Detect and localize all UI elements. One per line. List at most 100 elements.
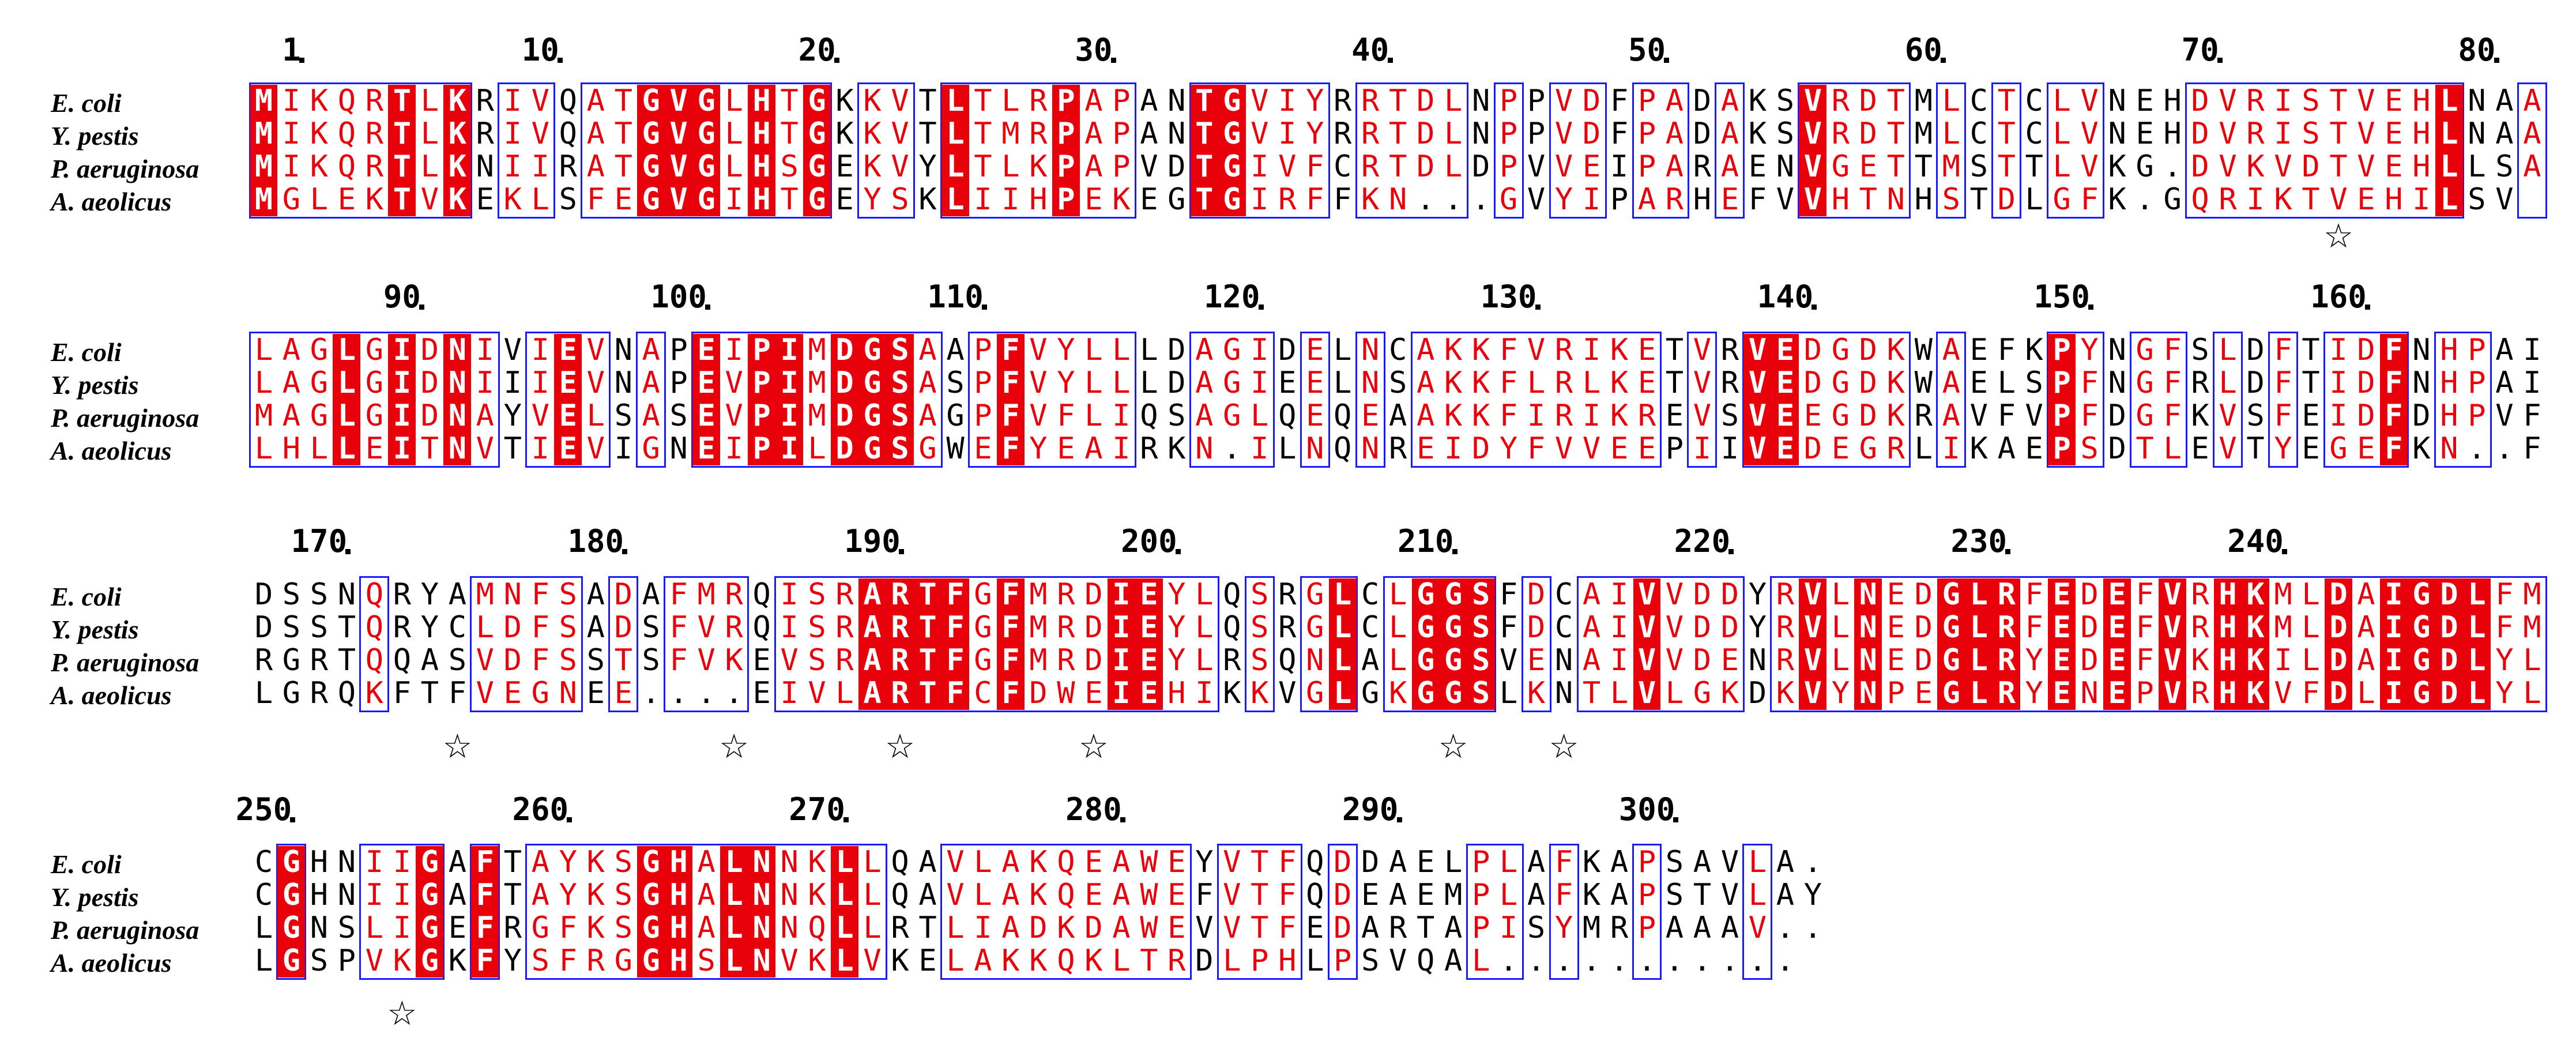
residue: R: [393, 610, 412, 645]
residue: M: [1001, 116, 1020, 151]
residue: P: [974, 399, 992, 433]
residue: L: [1112, 333, 1131, 367]
residue: N: [2108, 84, 2126, 118]
residue: F: [1554, 845, 1573, 879]
residue: V: [1799, 183, 1827, 216]
residue: E: [1140, 182, 1158, 217]
residue: L: [725, 84, 743, 118]
residue: S: [614, 399, 632, 433]
residue: F: [1057, 399, 1075, 433]
residue: A: [1720, 149, 1739, 184]
residue: A: [1665, 911, 1684, 945]
residue: D: [1168, 149, 1186, 184]
residue: V: [665, 118, 693, 151]
residue: L: [2462, 677, 2491, 710]
residue: D: [2435, 578, 2463, 611]
residue: L: [254, 911, 273, 945]
residue: I: [531, 149, 549, 184]
residue: F: [471, 879, 499, 912]
residue: K: [1084, 943, 1103, 978]
residue: T: [503, 878, 522, 912]
residue: D: [2325, 578, 2352, 611]
residue: R: [1029, 84, 1048, 118]
residue: H: [2440, 333, 2458, 367]
residue: T: [503, 431, 522, 466]
residue: A: [1389, 878, 1407, 912]
residue: R: [1610, 911, 1629, 945]
residue: T: [2136, 431, 2154, 466]
residue: R: [1914, 399, 1933, 433]
residue: A: [1527, 845, 1546, 879]
residue: L: [420, 149, 439, 184]
residue: D: [1084, 643, 1103, 678]
residue: M: [476, 577, 494, 612]
residue: F: [393, 676, 412, 711]
residue: L: [725, 116, 743, 151]
residue: V: [1743, 334, 1772, 367]
residue: D: [503, 643, 522, 678]
residue: A: [2495, 84, 2514, 118]
residue: T: [914, 677, 941, 710]
residue: D: [420, 333, 439, 367]
residue: V: [1743, 400, 1772, 433]
residue: D: [1416, 116, 1435, 151]
residue: I: [282, 149, 301, 184]
residue: T: [918, 84, 937, 118]
residue: E: [2357, 182, 2375, 217]
residue: G: [1218, 85, 1246, 118]
residue: P: [1637, 116, 1656, 151]
residue: N: [443, 433, 472, 465]
residue: E: [614, 676, 632, 711]
residue: L: [2435, 85, 2463, 118]
residue: V: [1633, 578, 1661, 611]
residue: D: [1471, 431, 1490, 466]
residue: N: [2412, 333, 2431, 367]
residue: F: [2274, 333, 2292, 367]
residue: T: [2302, 182, 2320, 217]
residue: F: [471, 846, 499, 879]
residue: A: [531, 845, 549, 879]
residue: L: [1965, 677, 1993, 710]
residue: K: [835, 116, 854, 151]
residue: T: [1582, 676, 1601, 711]
residue: F: [996, 578, 1025, 611]
residue: F: [2080, 366, 2099, 400]
residue: F: [2163, 399, 2182, 433]
residue: Y: [2495, 643, 2514, 678]
residue: R: [1278, 577, 1297, 612]
residue: Y: [1748, 577, 1767, 612]
residue: Y: [2274, 431, 2292, 466]
position-dot: [1396, 817, 1402, 822]
conservation-box: [359, 844, 445, 980]
residue: L: [333, 367, 361, 400]
residue: A: [1361, 911, 1380, 945]
residue: .: [1693, 943, 1712, 978]
position-number: 30: [1075, 32, 1113, 68]
residue: L: [1831, 643, 1850, 678]
residue: D: [1168, 366, 1186, 400]
residue: T: [337, 643, 356, 678]
residue: L: [2435, 151, 2463, 183]
residue: N: [443, 367, 472, 400]
residue: .: [1776, 911, 1795, 945]
residue: I: [1610, 149, 1629, 184]
position-number: 110: [927, 279, 984, 315]
residue: G: [2136, 149, 2154, 184]
residue: Y: [2080, 333, 2099, 367]
residue: I: [503, 366, 522, 400]
residue: K: [1610, 366, 1629, 400]
residue: G: [1499, 182, 1518, 217]
residue: T: [388, 118, 416, 151]
residue: R: [559, 149, 577, 184]
residue: Y: [559, 878, 577, 912]
residue: N: [443, 334, 472, 367]
position-number: 280: [1065, 791, 1122, 828]
residue: L: [720, 912, 748, 945]
residue: M: [250, 183, 278, 216]
residue: K: [1361, 182, 1380, 217]
residue: A: [1776, 878, 1795, 912]
residue: D: [831, 367, 859, 400]
residue: I: [1610, 610, 1629, 645]
residue: K: [2246, 149, 2265, 184]
residue: T: [614, 149, 632, 184]
